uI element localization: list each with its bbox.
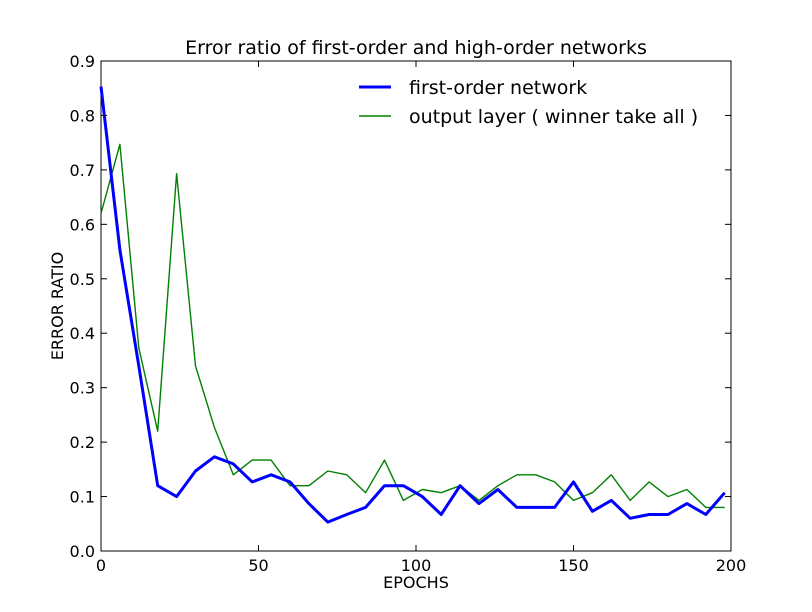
y-tick-label: 0.6: [70, 215, 95, 234]
x-tick-label: 100: [401, 556, 432, 575]
series-layer: [99, 86, 726, 524]
axis-layer: 0 50 100 150 200 0.0 0.1 0.2 0.3 0.4 0.5 0.6 0.7 0.8 0…: [70, 52, 747, 575]
y-tick-label: 0.0: [70, 542, 95, 561]
x-tick-label: 50: [248, 556, 268, 575]
x-axis-label: EPOCHS: [383, 573, 449, 592]
y-tick-label: 0.7: [70, 161, 95, 180]
chart-title: Error ratio of first-order and high-orde…: [185, 37, 647, 59]
legend-label-1: first-order network: [409, 77, 587, 99]
y-axis-label: ERROR RATIO: [48, 252, 67, 360]
y-tick-label: 0.1: [70, 488, 95, 507]
y-tick-label: 0.9: [70, 52, 95, 71]
x-tick-label: 200: [716, 556, 747, 575]
series-line-1: [99, 86, 726, 524]
legend-label-2: output layer ( winner take all ): [409, 106, 698, 128]
y-tick-label: 0.8: [70, 106, 95, 125]
y-tick-label: 0.4: [70, 324, 95, 343]
y-tick-label: 0.5: [70, 270, 95, 289]
plot-area: [100, 60, 732, 552]
x-tick-label: 150: [558, 556, 589, 575]
series-line-2: [100, 143, 725, 509]
x-tick-label: 0: [96, 556, 106, 575]
y-tick-label: 0.2: [70, 433, 95, 452]
y-tick-label: 0.3: [70, 379, 95, 398]
legend: first-order network output layer ( winner…: [359, 77, 698, 128]
